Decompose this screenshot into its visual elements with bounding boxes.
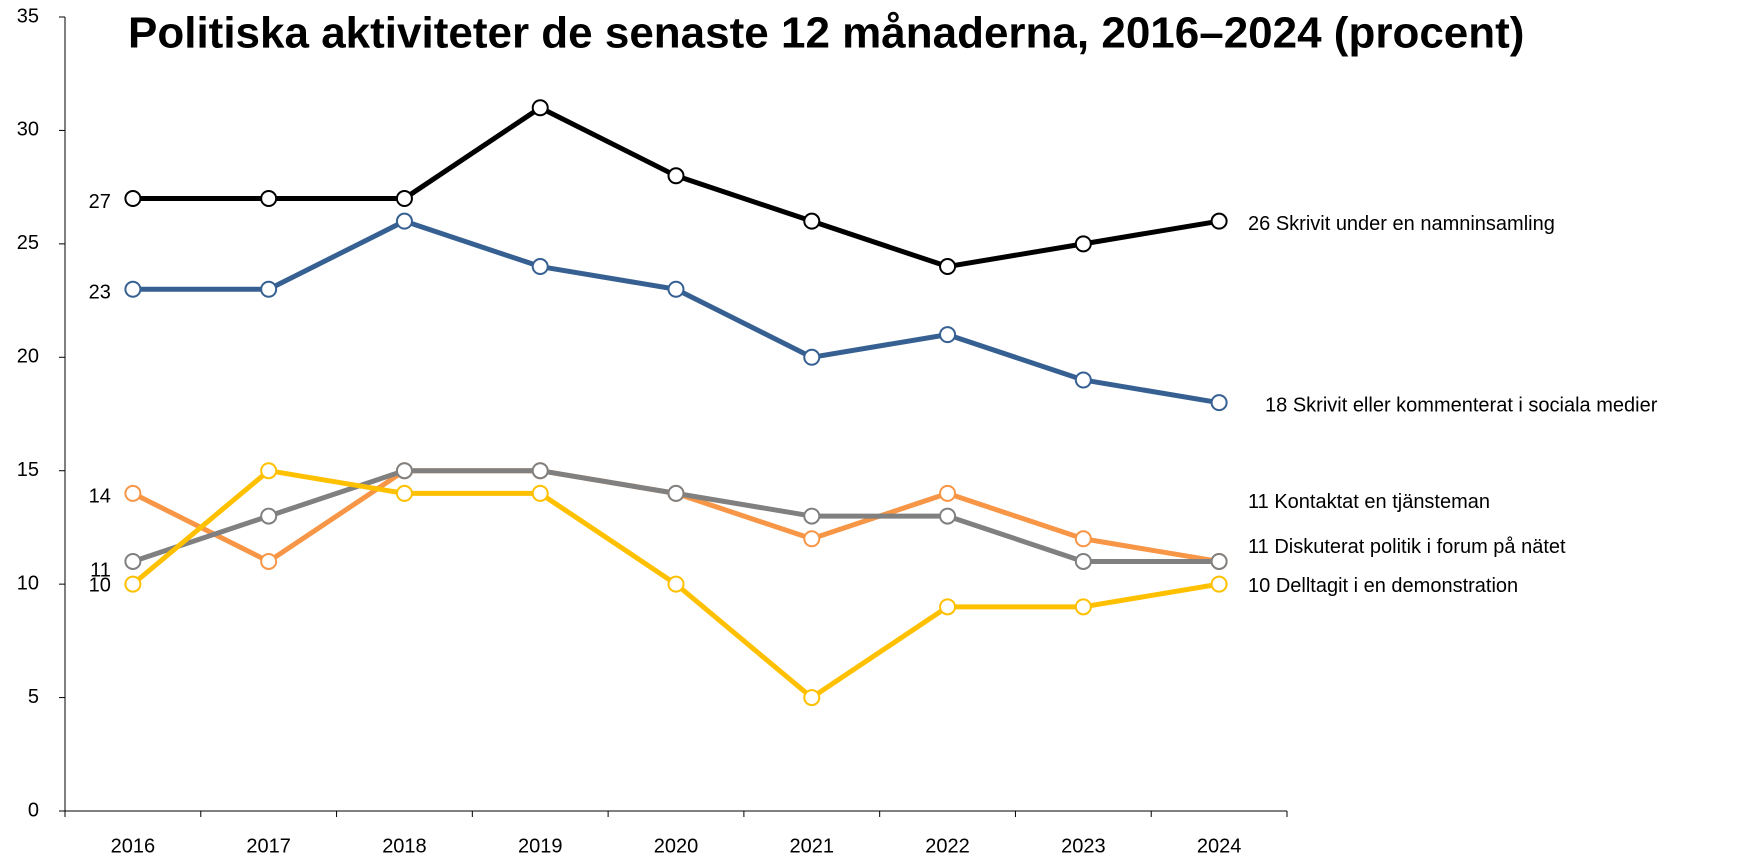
series-name: Kontaktat en tjänsteman xyxy=(1274,491,1490,513)
marker xyxy=(124,280,142,298)
marker xyxy=(1210,394,1228,412)
marker xyxy=(124,575,142,593)
marker xyxy=(939,326,957,344)
y-tick-label: 25 xyxy=(17,232,39,254)
marker xyxy=(395,189,413,207)
marker xyxy=(531,258,549,276)
marker xyxy=(803,212,821,230)
marker xyxy=(803,530,821,548)
marker xyxy=(1210,212,1228,230)
end-value: 10 xyxy=(1248,575,1270,597)
marker xyxy=(1074,371,1092,389)
y-tick-label: 15 xyxy=(17,459,39,481)
marker xyxy=(531,462,549,480)
x-tick-label: 2016 xyxy=(111,835,156,857)
marker xyxy=(260,280,278,298)
x-tick-label: 2024 xyxy=(1197,835,1242,857)
marker xyxy=(803,689,821,707)
start-label: 10 xyxy=(89,574,111,596)
end-value: 11 xyxy=(1248,491,1269,513)
marker xyxy=(803,507,821,525)
end-value: 11 xyxy=(1248,536,1269,558)
chart-title: Politiska aktiviteter de senaste 12 måna… xyxy=(128,9,1524,58)
marker xyxy=(124,189,142,207)
end-value: 26 xyxy=(1248,213,1270,235)
start-label: 27 xyxy=(89,191,111,213)
y-tick-label: 5 xyxy=(28,686,39,708)
marker xyxy=(667,167,685,185)
y-tick-label: 0 xyxy=(28,799,39,821)
x-tick-label: 2023 xyxy=(1061,835,1106,857)
marker xyxy=(803,348,821,366)
marker xyxy=(939,507,957,525)
marker xyxy=(260,552,278,570)
marker xyxy=(939,598,957,616)
y-tick-label: 20 xyxy=(17,346,39,368)
marker xyxy=(1074,552,1092,570)
marker xyxy=(1074,530,1092,548)
marker xyxy=(260,507,278,525)
end-value: 18 xyxy=(1265,395,1287,417)
marker xyxy=(124,552,142,570)
x-tick-label: 2022 xyxy=(925,835,970,857)
marker xyxy=(1210,575,1228,593)
marker xyxy=(939,484,957,502)
marker xyxy=(260,462,278,480)
marker xyxy=(531,484,549,502)
y-tick-label: 10 xyxy=(17,572,39,594)
x-tick-label: 2017 xyxy=(246,835,291,857)
marker xyxy=(1074,598,1092,616)
marker xyxy=(395,212,413,230)
x-tick-label: 2021 xyxy=(790,835,835,857)
series-name: Diskuterat politik i forum på nätet xyxy=(1274,536,1566,558)
end-label: 10 Delltagit i en demonstration xyxy=(1248,575,1518,597)
marker xyxy=(939,258,957,276)
marker xyxy=(667,484,685,502)
y-tick-label: 35 xyxy=(17,5,39,27)
marker xyxy=(124,484,142,502)
y-tick-label: 30 xyxy=(17,119,39,141)
end-label: 26 Skrivit under en namninsamling xyxy=(1248,213,1555,235)
marker xyxy=(667,280,685,298)
marker xyxy=(1210,552,1228,570)
x-tick-label: 2018 xyxy=(382,835,427,857)
marker xyxy=(395,462,413,480)
start-label: 14 xyxy=(89,486,111,508)
series-name: Skrivit eller kommenterat i sociala medi… xyxy=(1293,395,1658,417)
end-label: 11 Kontaktat en tjänsteman xyxy=(1248,491,1490,513)
series-name: Delltagit i en demonstration xyxy=(1276,575,1518,597)
marker xyxy=(667,575,685,593)
line xyxy=(132,105,1220,270)
marker xyxy=(531,99,549,117)
end-label: 18 Skrivit eller kommenterat i sociala m… xyxy=(1265,395,1658,417)
marker xyxy=(1074,235,1092,253)
marker xyxy=(260,189,278,207)
x-tick-label: 2019 xyxy=(518,835,563,857)
line xyxy=(132,468,1220,564)
end-label: 11 Diskuterat politik i forum på nätet xyxy=(1248,536,1566,558)
start-label: 23 xyxy=(89,282,111,304)
line xyxy=(131,468,1220,564)
start-label: 11 xyxy=(90,560,111,582)
marker xyxy=(395,484,413,502)
x-tick-label: 2020 xyxy=(654,835,699,857)
series-name: Skrivit under en namninsamling xyxy=(1276,213,1555,235)
